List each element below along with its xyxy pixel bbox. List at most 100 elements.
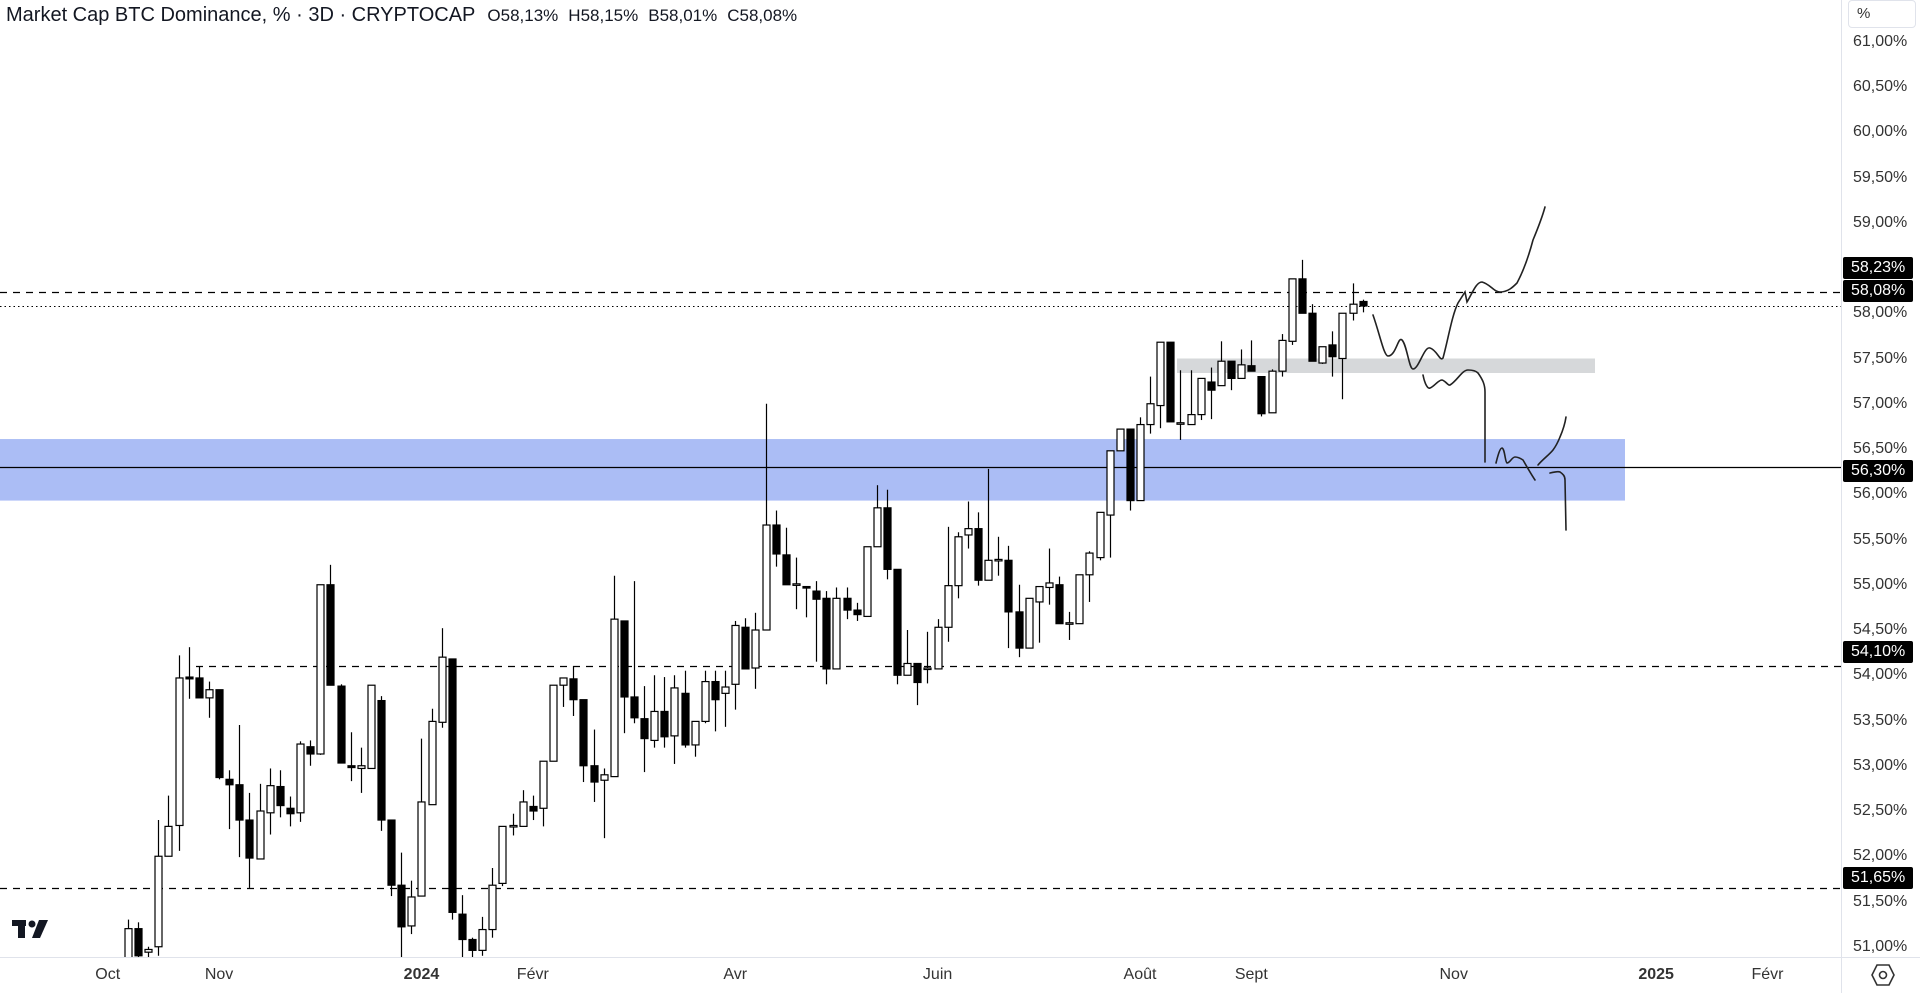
candle[interactable] — [377, 696, 386, 831]
candle[interactable] — [245, 792, 254, 888]
candle[interactable] — [407, 880, 416, 935]
candle[interactable] — [802, 585, 811, 618]
candle[interactable] — [1126, 428, 1135, 511]
candle[interactable] — [1085, 551, 1094, 602]
candle[interactable] — [883, 489, 892, 580]
candle[interactable] — [600, 768, 609, 839]
candle[interactable] — [1197, 377, 1206, 421]
candle[interactable] — [438, 628, 447, 728]
candle[interactable] — [215, 689, 224, 780]
candle[interactable] — [1015, 584, 1024, 658]
candle[interactable] — [276, 770, 285, 818]
settings-hexagon-icon[interactable] — [1870, 962, 1896, 988]
candle[interactable] — [670, 675, 679, 764]
candle[interactable] — [124, 919, 133, 957]
candle[interactable] — [944, 526, 953, 642]
price-chart[interactable] — [0, 0, 1841, 957]
candle[interactable] — [1298, 259, 1307, 314]
candle[interactable] — [337, 684, 346, 764]
candle[interactable] — [590, 729, 599, 802]
candle[interactable] — [1166, 341, 1175, 423]
candle[interactable] — [1065, 611, 1074, 640]
candle[interactable] — [286, 796, 295, 827]
candle[interactable] — [1217, 341, 1226, 387]
candle[interactable] — [448, 658, 457, 920]
candle[interactable] — [367, 684, 376, 770]
candle[interactable] — [1176, 370, 1185, 440]
tradingview-logo[interactable] — [12, 918, 54, 940]
candle[interactable] — [347, 732, 356, 782]
candle[interactable] — [175, 655, 184, 851]
candle[interactable] — [195, 666, 204, 699]
candle[interactable] — [306, 740, 315, 766]
candle[interactable] — [1207, 367, 1216, 420]
candle[interactable] — [1227, 360, 1236, 391]
candle[interactable] — [266, 768, 275, 835]
candle[interactable] — [235, 725, 244, 858]
candle[interactable] — [488, 868, 497, 938]
candle[interactable] — [397, 852, 406, 957]
candle[interactable] — [934, 619, 943, 670]
candle[interactable] — [1004, 545, 1013, 649]
candle[interactable] — [185, 647, 194, 699]
candle[interactable] — [1308, 304, 1317, 362]
candle[interactable] — [974, 512, 983, 586]
candle[interactable] — [326, 564, 335, 686]
candle[interactable] — [154, 820, 163, 956]
candle[interactable] — [357, 747, 366, 793]
candle[interactable] — [691, 720, 700, 757]
candle[interactable] — [1247, 340, 1256, 372]
candle[interactable] — [225, 770, 234, 830]
candle[interactable] — [144, 946, 153, 957]
candle[interactable] — [316, 584, 325, 755]
candle[interactable] — [832, 587, 841, 670]
candle[interactable] — [923, 631, 932, 684]
candle[interactable] — [954, 532, 963, 599]
candle[interactable] — [873, 485, 882, 548]
candle[interactable] — [1035, 585, 1044, 643]
candle[interactable] — [1268, 369, 1277, 414]
candle[interactable] — [539, 760, 548, 827]
candle[interactable] — [843, 587, 852, 620]
candle[interactable] — [1359, 299, 1368, 313]
candle[interactable] — [731, 620, 740, 710]
candle[interactable] — [164, 795, 173, 857]
candle[interactable] — [893, 568, 902, 685]
candle[interactable] — [772, 510, 781, 567]
candle[interactable] — [1288, 278, 1297, 345]
candle[interactable] — [1328, 331, 1337, 377]
candle[interactable] — [1045, 548, 1054, 605]
candle[interactable] — [579, 699, 588, 783]
candle[interactable] — [134, 922, 143, 957]
unit-selector[interactable]: % — [1848, 0, 1916, 28]
candle[interactable] — [913, 662, 922, 706]
candle[interactable] — [741, 618, 750, 670]
candle[interactable] — [610, 575, 619, 778]
candle[interactable] — [762, 403, 771, 631]
symbol-title[interactable]: Market Cap BTC Dominance, % · 3D · CRYPT… — [6, 4, 476, 26]
candle[interactable] — [569, 666, 578, 716]
candle[interactable] — [660, 677, 669, 748]
candle[interactable] — [1096, 511, 1105, 561]
candle[interactable] — [1349, 283, 1358, 321]
candle[interactable] — [964, 501, 973, 549]
candle[interactable] — [428, 708, 437, 806]
candle[interactable] — [640, 686, 649, 773]
candle[interactable] — [498, 825, 507, 887]
candle[interactable] — [701, 670, 710, 724]
candle[interactable] — [853, 602, 862, 621]
candle[interactable] — [468, 937, 477, 957]
candle[interactable] — [1136, 417, 1145, 502]
candle[interactable] — [711, 670, 720, 732]
blue-support-zone[interactable] — [0, 439, 1625, 501]
candle[interactable] — [458, 895, 467, 957]
candle[interactable] — [296, 741, 305, 822]
candle[interactable] — [1106, 450, 1115, 558]
candle[interactable] — [1116, 428, 1125, 452]
candle[interactable] — [519, 790, 528, 827]
candle[interactable] — [1257, 376, 1266, 417]
candle[interactable] — [417, 738, 426, 897]
candle[interactable] — [1237, 349, 1246, 380]
candle[interactable] — [751, 612, 760, 689]
candle[interactable] — [903, 630, 912, 676]
